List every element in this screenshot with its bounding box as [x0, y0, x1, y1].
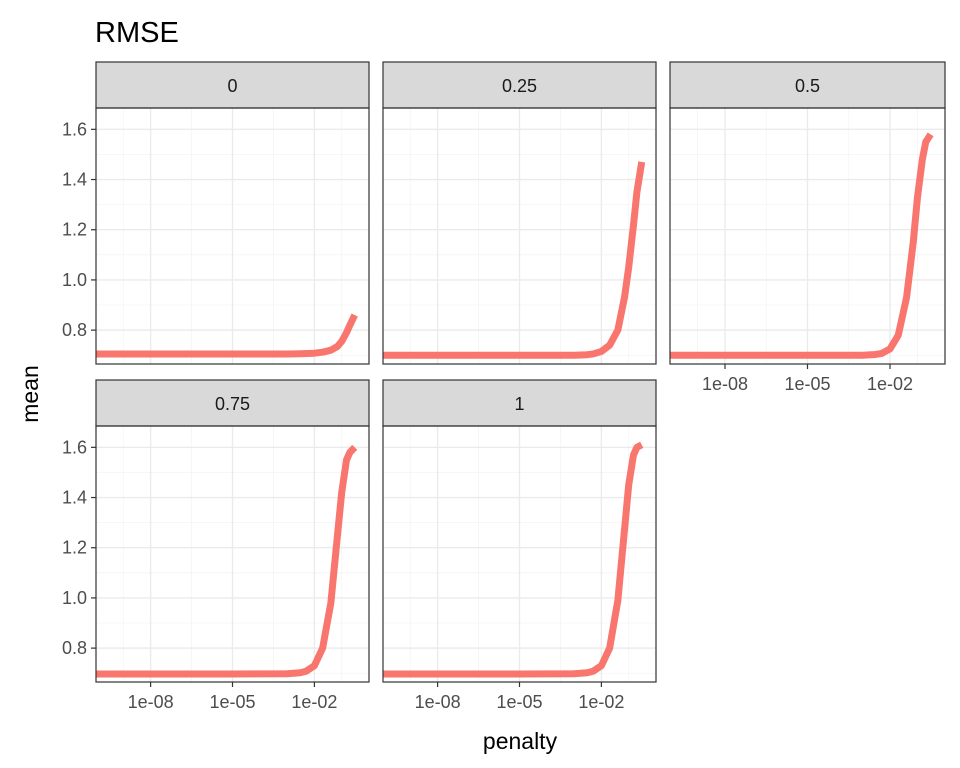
panel-border [95, 107, 370, 365]
series-line [383, 161, 646, 359]
series-line [383, 441, 644, 678]
chart-title: RMSE [95, 17, 179, 49]
x-tick-label: 1e-08 [415, 692, 461, 712]
x-tick-label: 1e-05 [496, 692, 542, 712]
series-line [96, 444, 358, 678]
facet-panel: 0.25 [382, 61, 657, 365]
series-line [96, 313, 358, 358]
facet-strip-label: 0.5 [795, 76, 820, 96]
x-tick-label: 1e-02 [291, 692, 337, 712]
y-axis-title: mean [17, 365, 43, 423]
y-tick-label: 1.6 [62, 437, 87, 457]
facet-panel: 0 0.8 1.0 1.2 1.4 1.6 [62, 61, 370, 365]
x-tick-label: 1e-02 [867, 374, 913, 394]
facet-strip [382, 379, 657, 427]
facet-strip [669, 61, 946, 109]
y-tick-label: 1.6 [62, 119, 87, 139]
x-axis-title: penalty [483, 728, 558, 754]
facet-panel: 0.5 1e-08 1e-05 1e-02 [669, 61, 946, 394]
x-tick-label: 1e-02 [578, 692, 624, 712]
facet-strip [95, 379, 370, 427]
panel-border [382, 107, 657, 365]
facet-strip [95, 61, 370, 109]
facet-strip [382, 61, 657, 109]
facet-strip-label: 0.25 [502, 76, 537, 96]
y-tick-label: 1.4 [62, 488, 87, 508]
x-tick-label: 1e-08 [702, 374, 748, 394]
x-tick-label: 1e-05 [784, 374, 830, 394]
series-line [670, 132, 934, 359]
x-tick-label: 1e-08 [128, 692, 174, 712]
y-tick-label: 1.2 [62, 538, 87, 558]
y-tick-label: 1.0 [62, 270, 87, 290]
y-tick-label: 1.2 [62, 220, 87, 240]
facet-panels: 00.81.01.21.41.60.25 0.51e-08 1e-05 1e-020.… [62, 61, 946, 712]
x-tick-label: 1e-05 [209, 692, 255, 712]
y-tick-label: 0.8 [62, 320, 87, 340]
facet-strip-label: 0 [227, 76, 237, 96]
facet-panel: 1 1e-08 1e-05 1e-02 [382, 379, 657, 712]
y-tick-label: 1.4 [62, 170, 87, 190]
facet-strip-label: 0.75 [215, 394, 250, 414]
y-tick-label: 1.0 [62, 588, 87, 608]
facet-panel: 0.75 0.8 1.0 1.2 1.4 1.6 1e-08 1e-05 1e-02 [62, 379, 370, 712]
y-tick-label: 0.8 [62, 638, 87, 658]
facet-strip-label: 1 [514, 394, 524, 414]
